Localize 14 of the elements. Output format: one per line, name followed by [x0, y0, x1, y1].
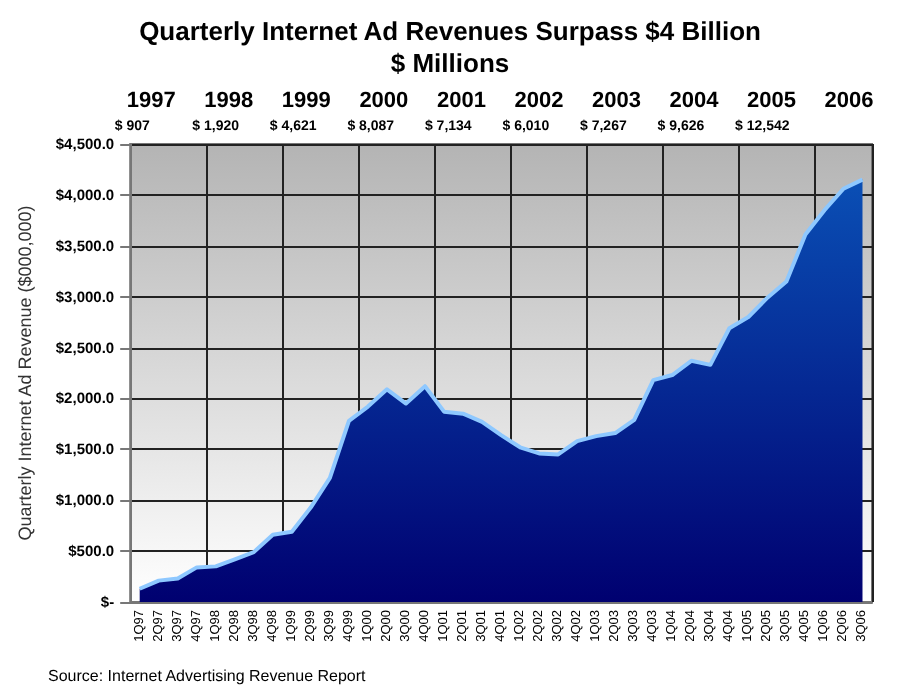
chart-subtitle: $ Millions	[390, 48, 510, 78]
source-note: Source: Internet Advertising Revenue Report	[48, 667, 368, 685]
text: 2004	[669, 89, 721, 113]
text: 1999	[281, 89, 331, 113]
text: 2000	[359, 89, 409, 113]
text: 2002	[514, 89, 564, 113]
text: 2001	[436, 89, 486, 113]
chart-title: Quarterly Internet Ad Revenues Surpass $4 Billion	[139, 16, 762, 46]
text: 2005	[747, 89, 797, 113]
text: 1998	[204, 89, 254, 113]
text: 2003	[592, 89, 641, 113]
text: 2006	[824, 89, 874, 113]
text: 1997	[126, 89, 176, 113]
y-axis-title: Quarterly Internet Ad Revenue ($000,000)	[15, 205, 35, 541]
